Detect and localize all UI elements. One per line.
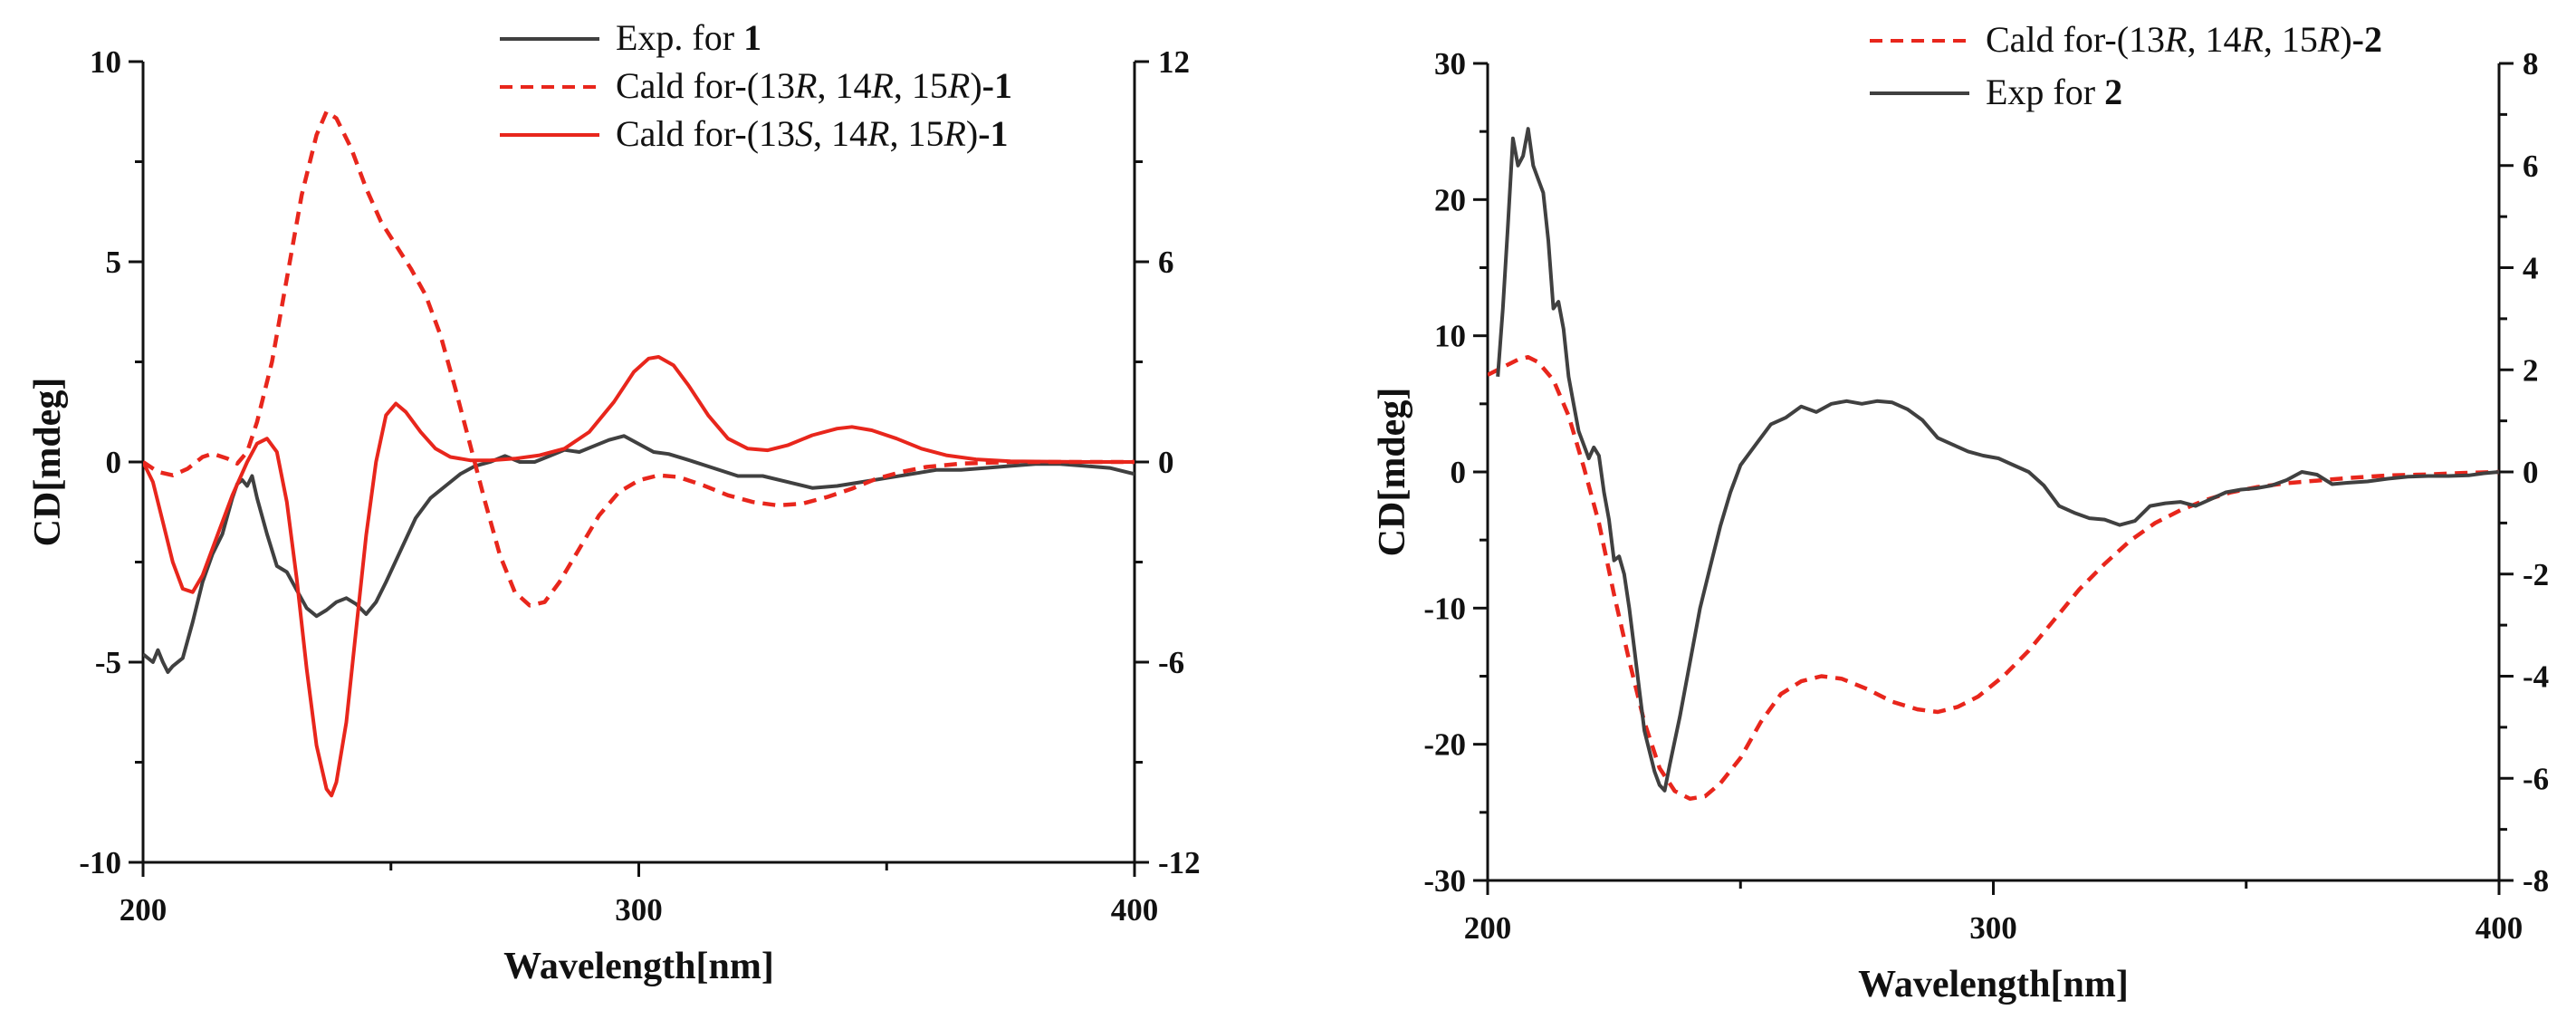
y-left-tick-label: 0	[1451, 455, 1467, 490]
chart-right-panel: 200 300 4003020100-10-20-3086420-2-4-6-8Wa…	[1372, 19, 2549, 1005]
legend-text-part: Cald for-(13	[616, 113, 795, 154]
series-line-3	[143, 355, 1135, 798]
legend-text-part: , 14	[817, 65, 871, 106]
y-right-tick-label: -8	[2523, 863, 2549, 899]
legend-text-part: -1	[978, 113, 1008, 154]
legend-text-part: Exp. for	[616, 17, 743, 58]
y-right-tick-label: -6	[1158, 645, 1184, 680]
legend-text-part: R	[870, 65, 893, 106]
x-tick-label: 200	[120, 892, 168, 928]
y-right-tick-label: 8	[2523, 46, 2539, 82]
y-right-tick-label: 12	[1158, 44, 1190, 80]
legend-text-part: , 15	[889, 113, 943, 154]
y-right-tick-label: -6	[2523, 761, 2549, 796]
series-line-2	[143, 110, 1135, 608]
legend-entry: Cald for-(13R, 14R, 15R)-2	[1986, 19, 2382, 60]
y-right-tick-label: -2	[2523, 557, 2549, 592]
chart-left-panel: 200 300 400 10 5 0 -5 -10 12 6 0 -6 -12 Wavelength[nm…	[27, 17, 1201, 987]
legend-text-part: R	[2240, 19, 2263, 60]
legend-text-part: Cald for-(13	[1986, 19, 2165, 60]
x-tick-label: 300	[615, 892, 663, 928]
legend-entry: Exp. for 1	[616, 17, 761, 58]
y-right-tick-label: 0	[2523, 455, 2539, 490]
legend-text-part: R	[2164, 19, 2187, 60]
y-left-tick-label: -10	[1423, 591, 1466, 626]
legend-text-part: )	[970, 65, 982, 106]
y-axis-title: CD[mdeg]	[27, 378, 69, 547]
x-tick-label: 300	[1969, 910, 2017, 946]
x-tick-label: 200	[1464, 910, 1512, 946]
legend-text-part: , 14	[2187, 19, 2241, 60]
y-axis-title: CD[mdeg]	[1372, 388, 1413, 557]
legend-text-part: S	[795, 113, 813, 154]
y-left-tick-label: -20	[1423, 727, 1466, 763]
y-right-tick-label: 6	[2523, 149, 2539, 184]
legend-text-part: )	[2340, 19, 2351, 60]
legend-text-part: )	[966, 113, 978, 154]
legend-text-part: R	[943, 113, 965, 154]
legend-text-part: 1	[743, 17, 761, 58]
legend-text-part: -2	[2352, 19, 2382, 60]
y-right-tick-label: -4	[2523, 659, 2549, 695]
y-left-tick-label: -10	[79, 845, 121, 880]
legend-text-part: , 15	[894, 65, 948, 106]
legend-entry: Cald for-(13S, 14R, 15R)-1	[616, 113, 1009, 154]
y-left-tick-label: 20	[1434, 182, 1466, 217]
legend-entry: Exp for 2	[1986, 72, 2122, 112]
legend-text-part: Cald for-(13	[616, 65, 795, 106]
series-line-2	[1496, 127, 2499, 793]
y-left-tick-label: 10	[1434, 319, 1466, 354]
x-axis-title: Wavelength[nm]	[503, 946, 774, 987]
y-right-tick-label: 0	[1158, 445, 1174, 480]
legend-text-part: R	[794, 65, 817, 106]
legend-text-part: R	[867, 113, 889, 154]
legend-text-part: 2	[2104, 72, 2122, 112]
series-line-1	[1488, 354, 2499, 802]
y-right-tick-label: 6	[1158, 245, 1174, 280]
legend-text-part: R	[2317, 19, 2340, 60]
x-tick-label: 400	[2475, 910, 2523, 946]
y-left-tick-label: -30	[1423, 863, 1466, 899]
y-left-tick-label: 30	[1434, 46, 1466, 82]
y-right-tick-label: 4	[2523, 251, 2539, 286]
legend-text-part: Exp for	[1986, 72, 2104, 112]
legend-text-part: , 14	[813, 113, 867, 154]
legend-text-part: R	[947, 65, 970, 106]
legend-entry: Cald for-(13R, 14R, 15R)-1	[616, 65, 1012, 106]
y-left-tick-label: 10	[90, 44, 121, 80]
y-right-tick-label: 2	[2523, 352, 2539, 388]
y-left-tick-label: 5	[106, 245, 122, 280]
x-tick-label: 400	[1111, 892, 1159, 928]
legend-text-part: -1	[982, 65, 1012, 106]
legend-text-part: , 15	[2264, 19, 2318, 60]
x-axis-title: Wavelength[nm]	[1858, 964, 2129, 1005]
y-left-tick-label: 0	[106, 445, 122, 480]
y-left-tick-label: -5	[95, 645, 121, 680]
y-right-tick-label: -12	[1158, 845, 1201, 880]
